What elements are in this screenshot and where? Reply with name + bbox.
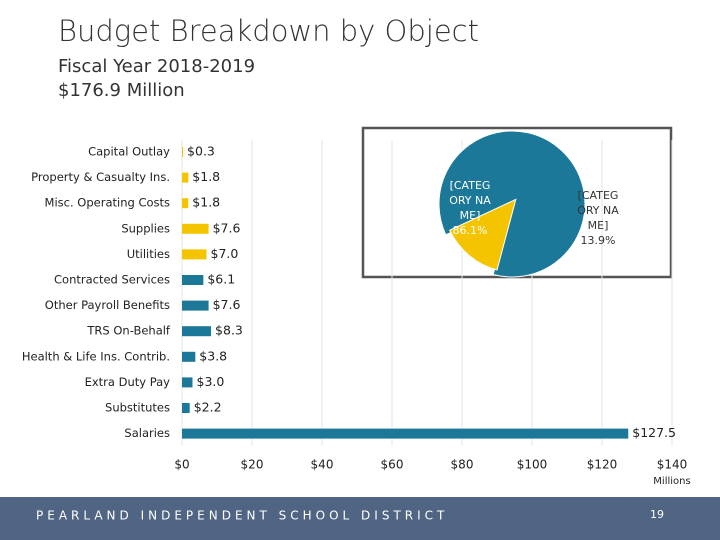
value-label: $6.1 bbox=[207, 272, 235, 287]
bar bbox=[182, 172, 189, 183]
subtitle: Fiscal Year 2018-2019 bbox=[58, 56, 256, 77]
bar bbox=[182, 198, 189, 209]
value-label: $7.0 bbox=[211, 246, 239, 261]
value-label: $1.8 bbox=[192, 195, 220, 210]
y-tick-label: TRS On-Behalf bbox=[86, 324, 171, 338]
x-tick-label: $120 bbox=[587, 458, 618, 472]
value-label: $8.3 bbox=[215, 323, 243, 338]
footer-bar bbox=[0, 497, 720, 540]
y-tick-label: Salaries bbox=[124, 426, 170, 440]
subtitle: $176.9 Million bbox=[58, 80, 185, 101]
x-tick-label: $0 bbox=[174, 458, 189, 472]
pie-value-label: 86.1% bbox=[452, 224, 488, 237]
footer-org: PEARLAND INDEPENDENT SCHOOL DISTRICT bbox=[36, 509, 448, 523]
y-tick-label: Property & Casualty Ins. bbox=[31, 170, 170, 184]
bar bbox=[182, 377, 193, 388]
y-tick-label: Misc. Operating Costs bbox=[45, 196, 170, 210]
pie-value-label: 13.9% bbox=[580, 234, 616, 247]
y-tick-label: Utilities bbox=[127, 247, 170, 261]
y-tick-label: Health & Life Ins. Contrib. bbox=[22, 349, 170, 363]
x-tick-label: $60 bbox=[381, 458, 404, 472]
value-label: $3.8 bbox=[199, 348, 227, 363]
value-label: $127.5 bbox=[632, 425, 676, 440]
x-tick-label: $20 bbox=[241, 458, 264, 472]
grid bbox=[181, 140, 673, 446]
bar bbox=[182, 147, 184, 157]
bar bbox=[182, 403, 190, 413]
x-tick-label: $80 bbox=[451, 458, 474, 472]
bar bbox=[182, 275, 204, 285]
bar bbox=[182, 300, 209, 311]
value-label: $1.8 bbox=[192, 169, 220, 184]
x-tick-label: $140 bbox=[657, 458, 688, 472]
bar bbox=[182, 223, 209, 234]
pie-slice bbox=[449, 198, 517, 271]
bar bbox=[182, 249, 207, 260]
y-tick-label: Substitutes bbox=[105, 401, 170, 415]
x-tick-label: $100 bbox=[517, 458, 548, 472]
y-tick-label: Contracted Services bbox=[54, 273, 170, 287]
value-label: $7.6 bbox=[213, 297, 241, 312]
bar bbox=[182, 326, 212, 337]
bar bbox=[182, 351, 196, 362]
y-tick-label: Capital Outlay bbox=[88, 145, 170, 159]
value-label: $7.6 bbox=[213, 220, 241, 235]
pie-category-label: [CATEGORY NAME] bbox=[449, 179, 491, 222]
bar bbox=[182, 428, 629, 439]
y-tick-label: Other Payroll Benefits bbox=[45, 298, 170, 312]
y-tick-label: Supplies bbox=[121, 221, 170, 235]
pie-category-label: [CATEGORY NAME] bbox=[577, 189, 619, 232]
y-tick-label: Extra Duty Pay bbox=[85, 375, 171, 389]
x-tick-label: $40 bbox=[311, 458, 334, 472]
x-axis-unit: Millions bbox=[653, 476, 690, 487]
value-label: $3.0 bbox=[197, 374, 225, 389]
slide-title: Budget Breakdown by Object bbox=[58, 14, 479, 48]
page-number: 19 bbox=[650, 508, 664, 521]
value-label: $2.2 bbox=[194, 400, 222, 415]
value-label: $0.3 bbox=[187, 144, 215, 159]
